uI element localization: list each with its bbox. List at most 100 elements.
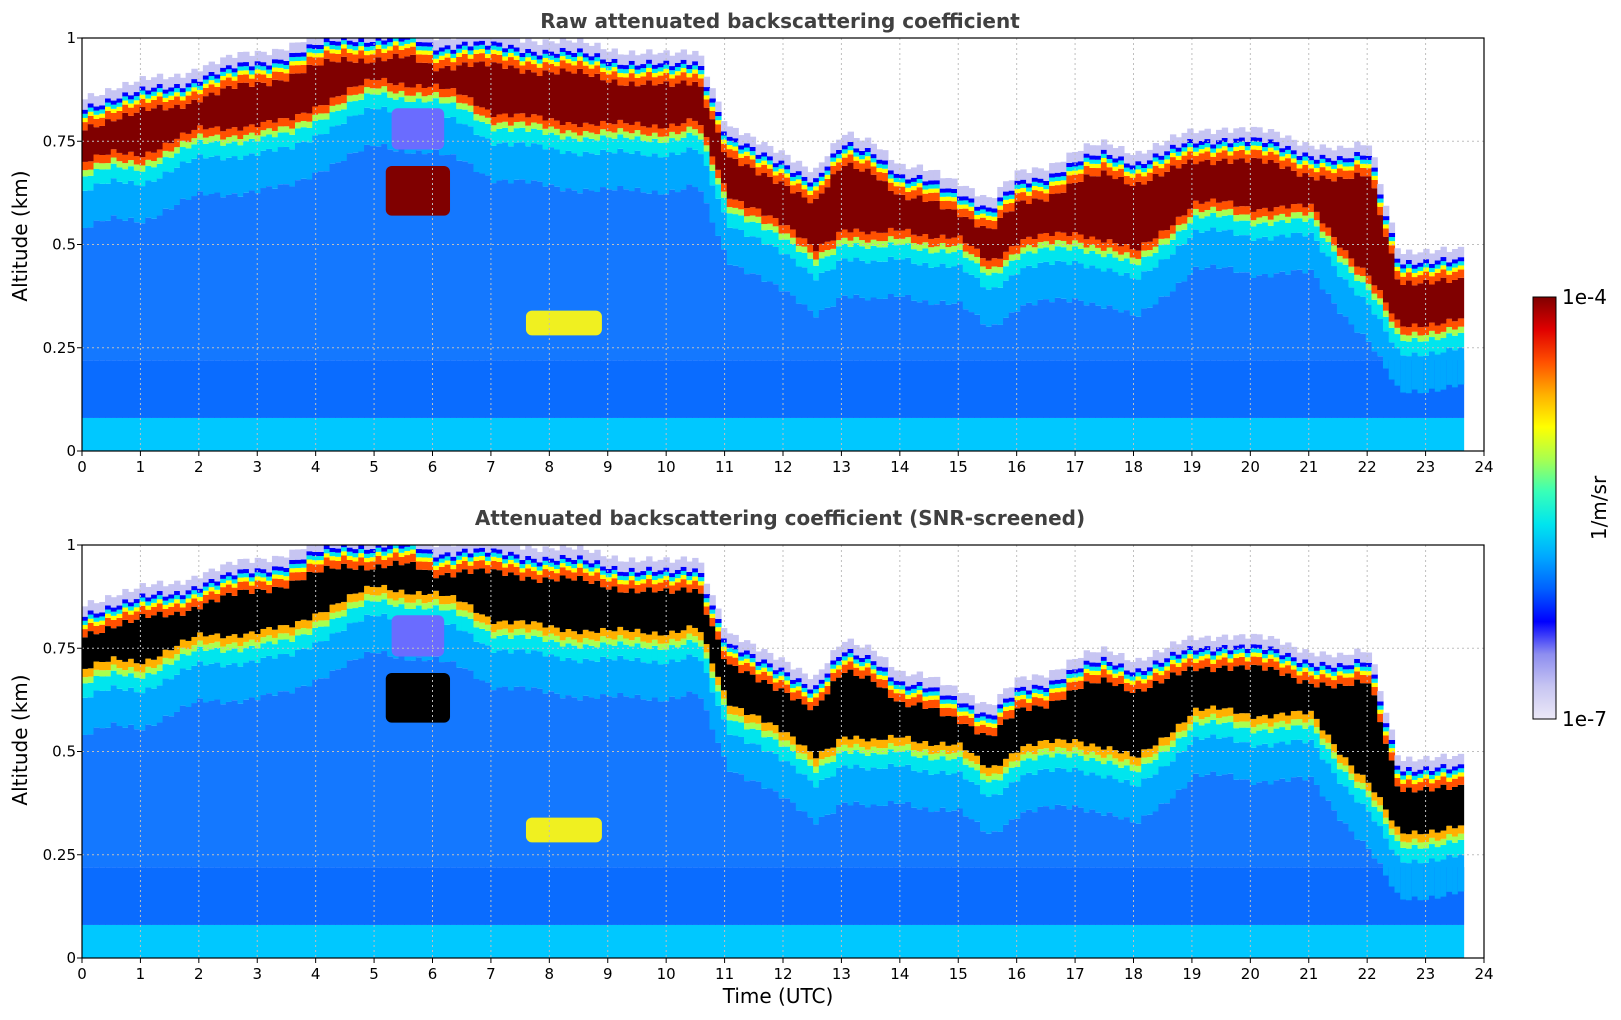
heatmap-cell xyxy=(248,360,256,418)
heatmap-cell xyxy=(646,72,653,81)
heatmap-cell xyxy=(899,245,906,260)
heatmap-cell xyxy=(651,639,659,646)
heatmap-cell xyxy=(1043,180,1050,186)
heatmap-cell xyxy=(185,640,192,650)
heatmap-cell xyxy=(1394,327,1401,335)
heatmap-cell xyxy=(318,556,325,561)
heatmap-cell xyxy=(807,182,814,187)
heatmap-cell xyxy=(968,188,975,199)
heatmap-cell xyxy=(634,187,641,361)
heatmap-cell xyxy=(686,625,693,634)
heatmap-cell xyxy=(1354,266,1361,275)
heatmap-cell xyxy=(634,593,641,629)
heatmap-cell xyxy=(634,643,641,658)
heatmap-cell xyxy=(1308,218,1315,233)
heatmap-cell xyxy=(824,250,831,257)
heatmap-cell xyxy=(1434,260,1442,265)
heatmap-cell xyxy=(692,924,699,958)
heatmap-cell xyxy=(519,61,526,66)
heatmap-cell xyxy=(346,568,354,595)
heatmap-cell xyxy=(461,867,469,925)
heatmap-cell xyxy=(82,161,89,171)
heatmap-cell xyxy=(1060,360,1067,418)
heatmap-cell xyxy=(1089,244,1096,251)
heatmap-cell xyxy=(594,661,601,700)
heatmap-cell xyxy=(346,559,354,569)
heatmap-cell xyxy=(398,548,405,553)
heatmap-cell xyxy=(692,656,699,695)
heatmap-cell xyxy=(536,67,544,76)
heatmap-cell xyxy=(674,83,682,126)
heatmap-cell xyxy=(882,150,889,161)
heatmap-cell xyxy=(1095,305,1102,361)
heatmap-cell xyxy=(133,603,141,608)
heatmap-cell xyxy=(398,45,405,50)
heatmap-cell xyxy=(1244,235,1252,273)
heatmap-cell xyxy=(82,697,89,735)
heatmap-cell xyxy=(1388,232,1396,237)
heatmap-cell xyxy=(208,663,215,701)
heatmap-cell xyxy=(461,124,469,162)
heatmap-cell xyxy=(266,148,273,187)
heatmap-cell xyxy=(749,215,757,222)
heatmap-cell xyxy=(1423,267,1430,272)
heatmap-cell xyxy=(1175,216,1183,226)
heatmap-cell xyxy=(271,695,279,868)
heatmap-cell xyxy=(1066,265,1073,303)
heatmap-cell xyxy=(1388,342,1396,380)
heatmap-cell xyxy=(1336,262,1344,277)
heatmap-cell xyxy=(1118,260,1125,276)
heatmap-cell xyxy=(962,243,970,252)
heatmap-cell xyxy=(105,924,112,958)
heatmap-cell xyxy=(364,553,371,558)
heatmap-cell xyxy=(847,298,854,361)
heatmap-cell xyxy=(139,360,146,418)
heatmap-cell xyxy=(1060,261,1067,299)
heatmap-cell xyxy=(93,634,100,662)
heatmap-cell xyxy=(318,417,325,451)
heatmap-cell xyxy=(122,96,129,101)
heatmap-cell xyxy=(128,602,135,607)
heatmap-cell xyxy=(202,143,210,159)
heatmap-cell xyxy=(243,662,250,700)
heatmap-cell xyxy=(277,132,285,148)
heatmap-cell xyxy=(461,41,469,46)
heatmap-cell xyxy=(772,690,780,726)
heatmap-cell xyxy=(116,617,123,627)
heatmap-cell xyxy=(1267,417,1275,451)
heatmap-cell xyxy=(1331,360,1338,418)
heatmap-cell xyxy=(364,360,371,418)
heatmap-cell xyxy=(605,644,613,659)
heatmap-cell xyxy=(1434,281,1442,326)
heatmap-cell xyxy=(260,66,267,71)
heatmap-cell xyxy=(513,417,521,451)
heatmap-cell xyxy=(225,85,233,129)
heatmap-cell xyxy=(801,759,808,775)
heatmap-cell xyxy=(836,154,843,159)
heatmap-cell xyxy=(565,150,572,189)
heatmap-cell xyxy=(151,606,158,616)
heatmap-cell xyxy=(1273,150,1280,155)
heatmap-cell xyxy=(456,123,463,161)
heatmap-cell xyxy=(680,189,688,361)
heatmap-feature xyxy=(391,108,445,150)
heatmap-cell xyxy=(600,574,607,579)
heatmap-cell xyxy=(1089,360,1096,418)
heatmap-cell xyxy=(801,238,808,247)
heatmap-cell xyxy=(692,73,699,82)
heatmap-cell xyxy=(824,360,831,418)
heatmap-cell xyxy=(1336,164,1344,169)
heatmap-cell xyxy=(1014,245,1021,254)
heatmap-cell xyxy=(87,676,95,683)
heatmap-cell xyxy=(415,62,423,85)
heatmap-cell xyxy=(479,551,486,557)
heatmap-cell xyxy=(318,572,325,613)
heatmap-cell xyxy=(381,599,388,614)
heatmap-cell xyxy=(980,205,987,210)
heatmap-cell xyxy=(1417,270,1424,276)
heatmap-cell xyxy=(859,231,866,241)
heatmap-cell xyxy=(312,57,319,66)
heatmap-cell xyxy=(709,613,716,618)
heatmap-cell xyxy=(519,568,526,573)
heatmap-cell xyxy=(749,714,757,723)
